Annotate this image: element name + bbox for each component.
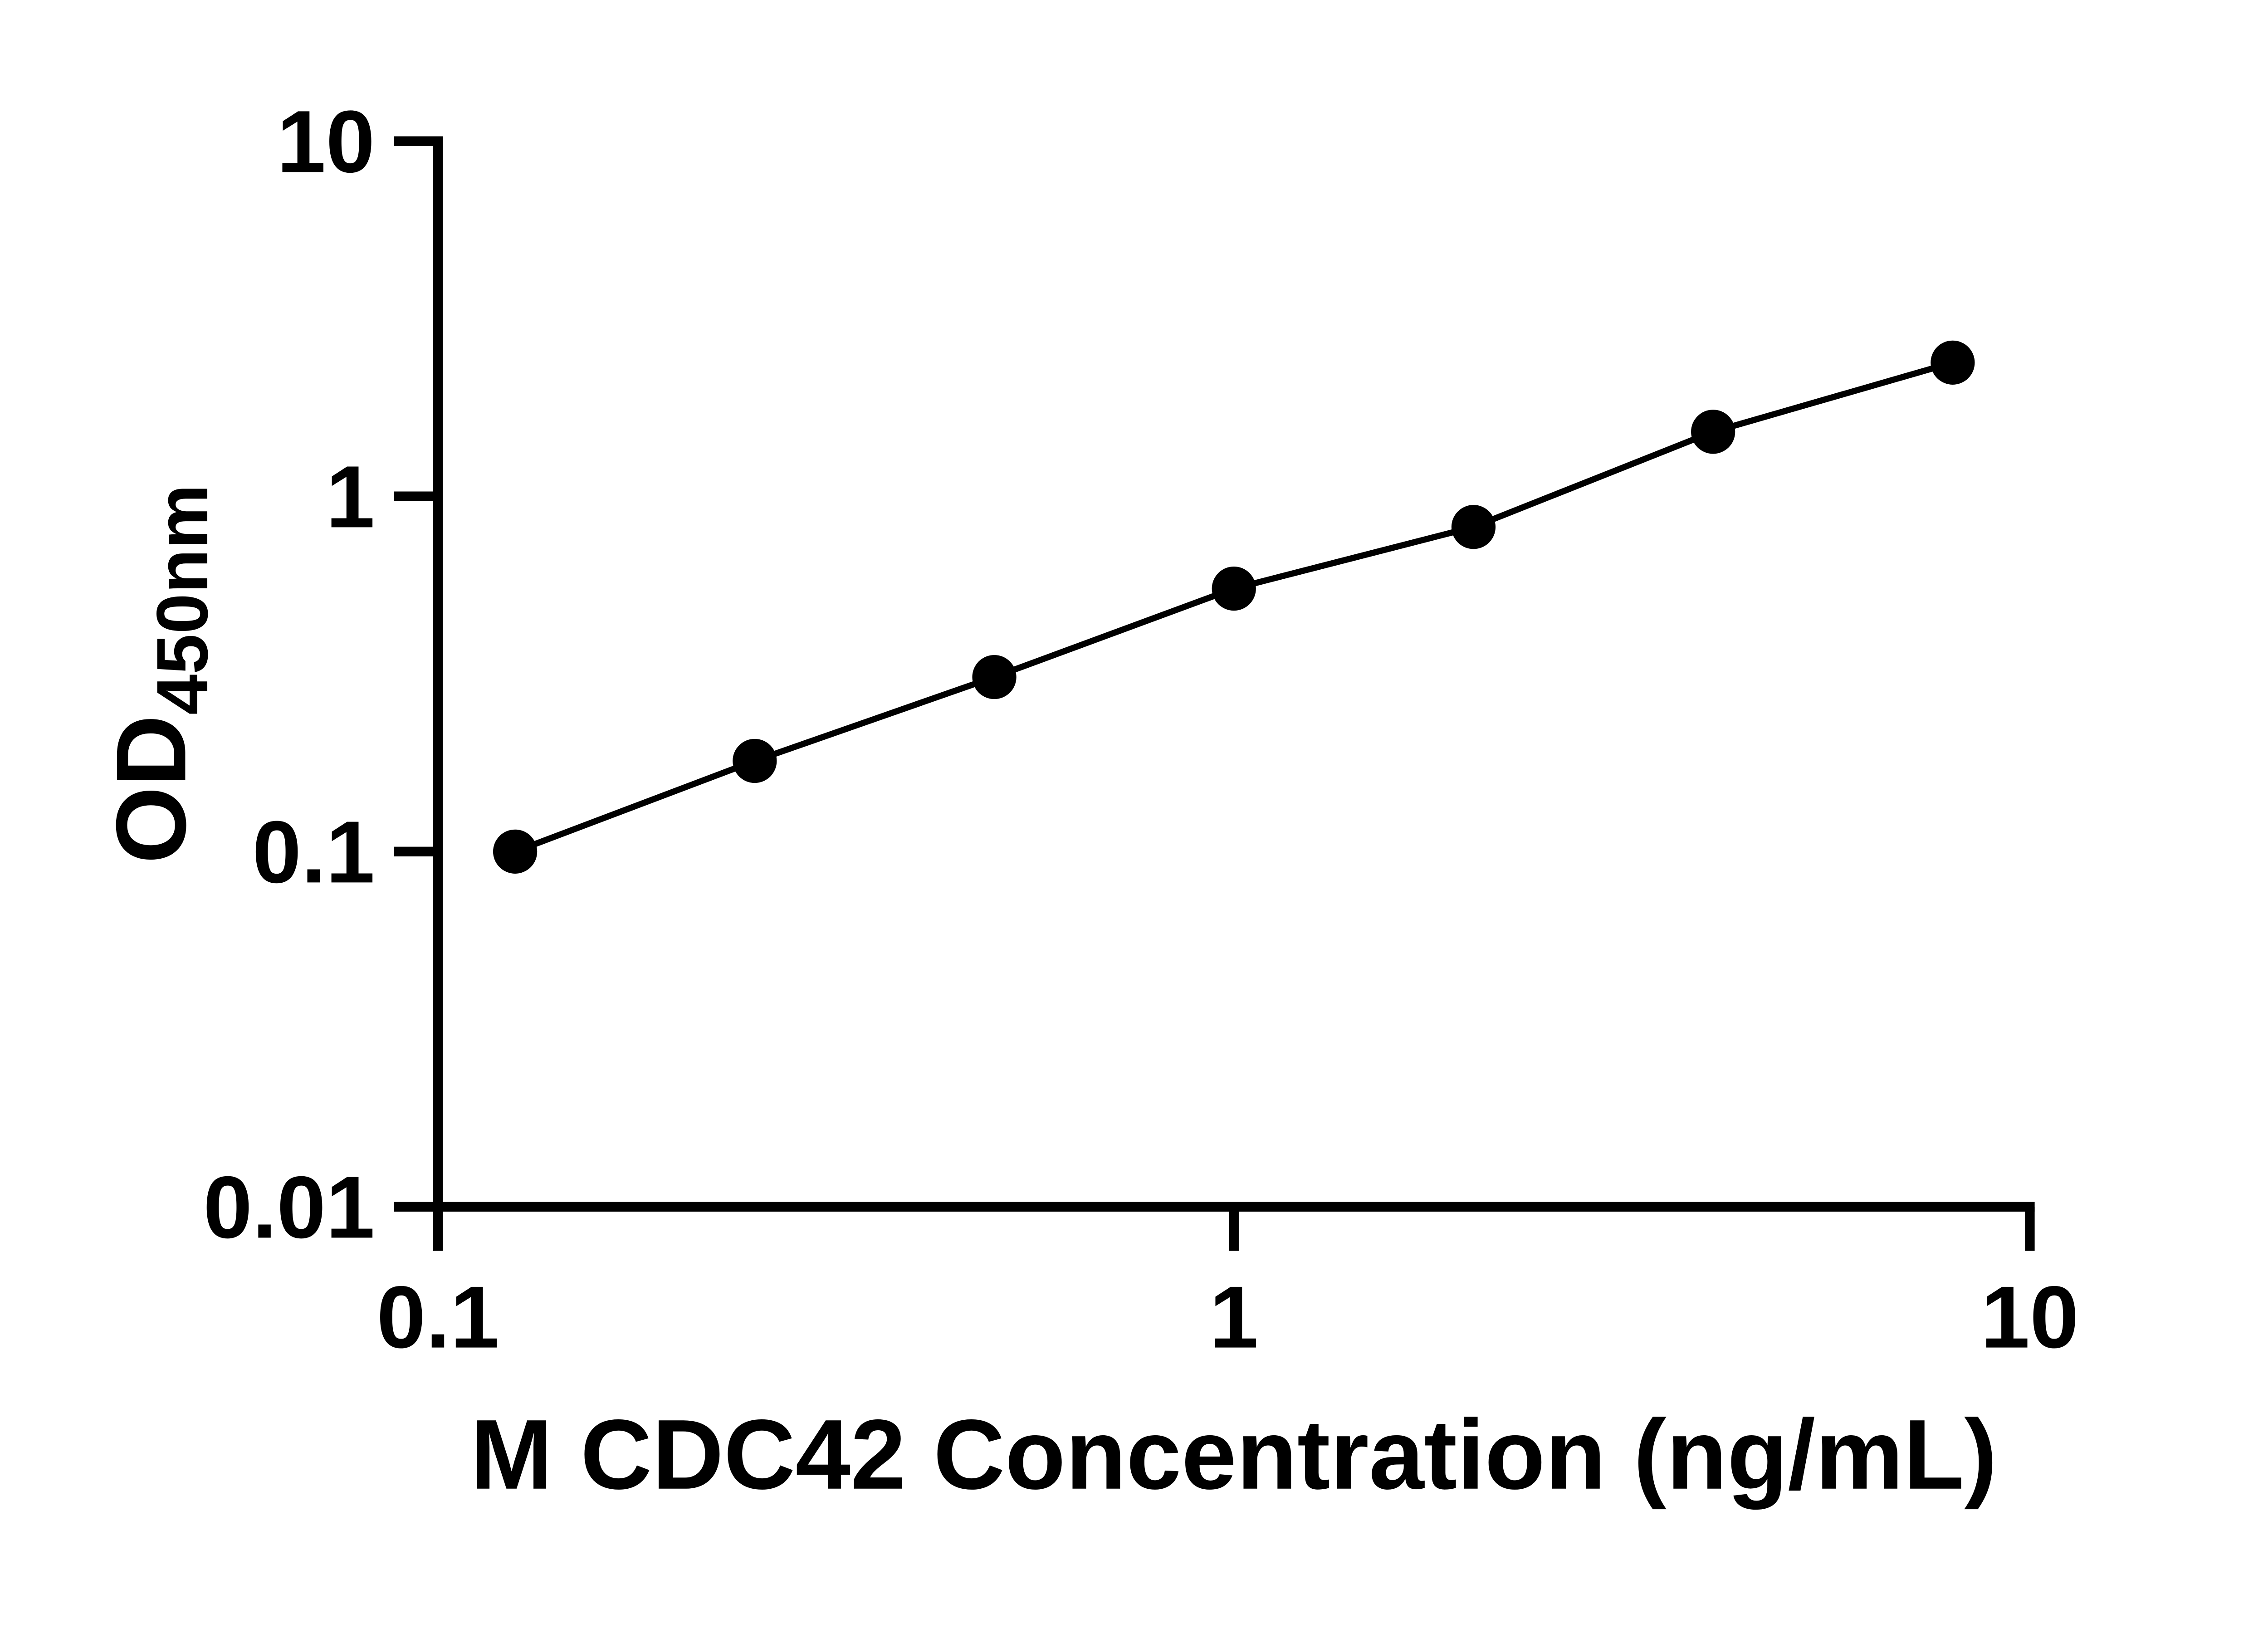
- data-point: [733, 738, 777, 783]
- tick-marks: [394, 136, 2035, 1251]
- y-tick-label: 1: [326, 448, 375, 546]
- x-tick-label: 0.1: [376, 1268, 499, 1367]
- data-point: [1931, 340, 1975, 385]
- x-axis-title: M CDC42 Concentration (ng/mL): [470, 1399, 1998, 1510]
- y-axis-title-subscript: 450nm: [142, 484, 223, 715]
- y-axis-title-main: OD: [96, 715, 206, 864]
- y-axis-title: OD450nm: [96, 484, 223, 864]
- chart-container: 10 1 0.1 0.01 0.1 1 10 M CDC42 Concentration (…: [96, 93, 2079, 1510]
- data-point: [1451, 505, 1496, 549]
- data-points: [493, 340, 1975, 874]
- data-point: [493, 829, 538, 874]
- y-tick-label: 0.01: [203, 1159, 375, 1257]
- axes: [433, 136, 2035, 1212]
- x-tick-label: 1: [1209, 1268, 1258, 1367]
- x-tick-label: 10: [1981, 1268, 2079, 1367]
- y-tick-label: 0.1: [252, 803, 375, 901]
- data-point: [972, 655, 1017, 699]
- data-point: [1212, 566, 1256, 611]
- y-tick-label: 10: [277, 93, 375, 191]
- data-point: [1691, 410, 1735, 454]
